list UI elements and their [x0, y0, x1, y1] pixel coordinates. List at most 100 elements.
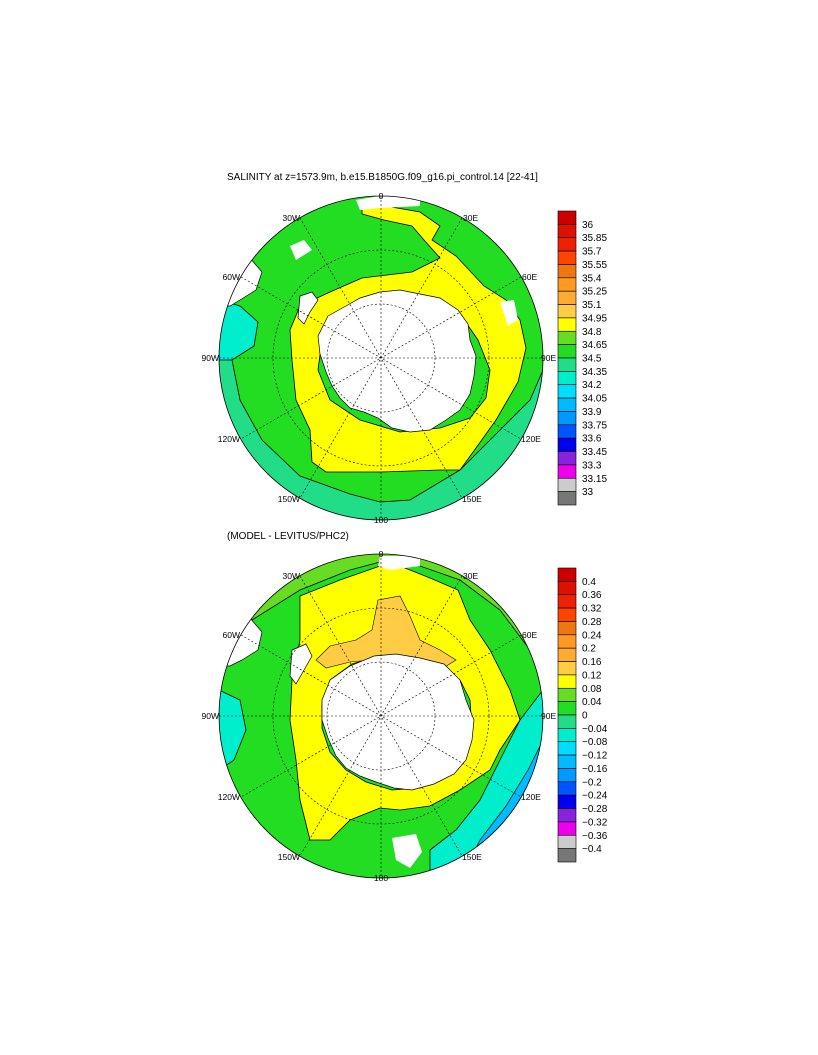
missing-data-patch: [290, 240, 312, 260]
lon-label-30w: 30W: [283, 213, 300, 223]
colorbar-swatch: [557, 491, 577, 506]
lon-label-30w: 30W: [283, 571, 300, 581]
colorbar-swatch: [557, 621, 577, 636]
panel2-title: (MODEL - LEVITUS/PHC2): [227, 531, 349, 542]
colorbar-tick-label: 0: [582, 711, 588, 722]
panel1-lon-labels: 0 30E 60E 90E 120E 150E 180 150W 120W 90…: [202, 191, 557, 525]
colorbar-tick-label: 34.8: [582, 327, 602, 338]
colorbar-swatch: [557, 277, 577, 292]
colorbar-tick-label: 35.7: [582, 247, 602, 258]
colorbar-swatch: [557, 607, 577, 622]
lon-label-150w: 150W: [278, 852, 300, 862]
colorbar-tick-label: 34.2: [582, 380, 602, 391]
colorbar-tick-label: 0.36: [582, 590, 602, 601]
lon-label-120w: 120W: [218, 792, 240, 802]
lon-label-150e: 150E: [462, 852, 482, 862]
missing-data-patch: [392, 834, 422, 868]
colorbar-tick-label: 0.08: [582, 684, 602, 695]
colorbar-tick-label: −0.4: [582, 844, 602, 855]
lon-label-0: 0: [379, 191, 384, 201]
colorbar-swatch: [557, 754, 577, 769]
colorbar-tick-label: 0.04: [582, 697, 602, 708]
colorbar-swatch: [557, 317, 577, 332]
colorbar-swatch: [557, 371, 577, 386]
colorbar-tick-label: 33.75: [582, 420, 607, 431]
panel2-colorbar: 0.4 0.36 0.32 0.28 0.24 0.2 0.16 0.12 0.08 0.04 0 −…: [557, 567, 608, 863]
colorbar-swatch: [557, 781, 577, 796]
lon-label-180: 180: [374, 873, 388, 883]
colorbar-tick-label: 35.85: [582, 233, 607, 244]
colorbar-tick-label: 0.16: [582, 657, 602, 668]
missing-data-patch: [378, 556, 420, 570]
colorbar-swatch: [557, 647, 577, 662]
colorbar-tick-label: −0.32: [582, 817, 608, 828]
colorbar-tick-label: 33.45: [582, 447, 607, 458]
colorbar-tick-label: 33.9: [582, 407, 602, 418]
colorbar-swatch: [557, 237, 577, 252]
colorbar-tick-label: −0.28: [582, 804, 608, 815]
antarctic-peninsula: [297, 291, 319, 325]
colorbar-tick-label: −0.04: [582, 724, 608, 735]
lon-label-120e: 120E: [521, 434, 541, 444]
colorbar-tick-label: 33.15: [582, 474, 607, 485]
salinity-map: [218, 195, 544, 521]
colorbar-tick-label: −0.12: [582, 751, 608, 762]
colorbar-tick-label: 0.32: [582, 604, 602, 615]
colorbar-tick-label: 35.4: [582, 273, 602, 284]
antarctica: [321, 653, 475, 791]
lon-label-90w: 90W: [202, 711, 219, 721]
colorbar-tick-label: −0.2: [582, 777, 602, 788]
colorbar-swatch: [557, 290, 577, 305]
lon-label-150w: 150W: [278, 494, 300, 504]
lon-label-60e: 60E: [522, 630, 537, 640]
colorbar-tick-label: −0.08: [582, 737, 608, 748]
lon-label-60e: 60E: [522, 272, 537, 282]
colorbar-swatch: [557, 821, 577, 836]
colorbar-tick-label: 34.65: [582, 340, 607, 351]
colorbar-swatch: [557, 424, 577, 439]
colorbar-swatch: [557, 397, 577, 412]
colorbar-tick-label: 0.24: [582, 630, 602, 641]
colorbar-swatch: [557, 344, 577, 359]
colorbar-tick-label: 34.05: [582, 394, 607, 405]
colorbar-swatch: [557, 687, 577, 702]
colorbar-swatch: [557, 464, 577, 479]
colorbar-tick-label: −0.24: [582, 791, 608, 802]
panel1-title: SALINITY at z=1573.9m, b.e15.B1850G.f09_…: [227, 172, 538, 183]
colorbar-tick-label: 0.4: [582, 577, 596, 588]
colorbar-swatch: [557, 210, 577, 225]
colorbar-swatch: [557, 741, 577, 756]
colorbar-swatch: [557, 701, 577, 716]
colorbar-swatch: [557, 250, 577, 265]
colorbar-swatch: [557, 437, 577, 452]
difference-map: [218, 553, 544, 879]
lon-label-180: 180: [374, 515, 388, 525]
colorbar-swatch: [557, 768, 577, 783]
lon-label-30e: 30E: [463, 571, 478, 581]
map-boundary: [218, 553, 544, 879]
colorbar-tick-label: 33.6: [582, 434, 602, 445]
colorbar-tick-label: 33.3: [582, 460, 602, 471]
colorbar-swatch: [557, 794, 577, 809]
colorbar-swatch: [557, 451, 577, 466]
antarctica: [317, 289, 477, 433]
colorbar-tick-label: 35.55: [582, 260, 607, 271]
colorbar-swatch: [557, 411, 577, 426]
colorbar-swatch: [557, 661, 577, 676]
lon-label-90w: 90W: [202, 353, 219, 363]
colorbar-swatch: [557, 384, 577, 399]
missing-data-patch: [500, 300, 518, 326]
antarctic-peninsula: [289, 643, 313, 685]
lon-label-120w: 120W: [218, 434, 240, 444]
lon-label-0: 0: [379, 549, 384, 559]
colorbar-swatch: [557, 674, 577, 689]
colorbar-swatch: [557, 581, 577, 596]
map-boundary: [218, 195, 544, 521]
negative-anomaly-region: [219, 689, 247, 771]
lon-label-90e: 90E: [541, 711, 556, 721]
colorbar-tick-label: 33: [582, 487, 594, 498]
colorbar-tick-label: 35.1: [582, 300, 602, 311]
colorbar-swatch: [557, 567, 577, 582]
colorbar-tick-label: 34.35: [582, 367, 607, 378]
